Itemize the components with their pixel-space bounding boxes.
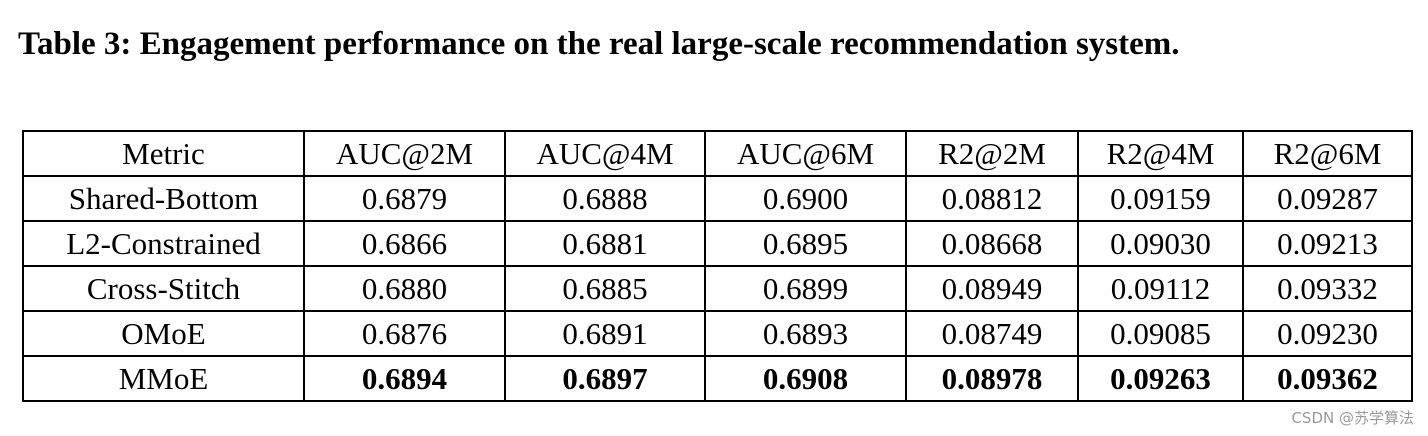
metric-cell: 0.09030 <box>1077 220 1244 267</box>
watermark: CSDN @苏学算法 <box>1291 409 1414 427</box>
header-cell: AUC@6M <box>704 130 907 177</box>
results-table: Metric AUC@2M AUC@4M AUC@6M R2@2M R2@4M R2@6M … <box>22 130 1413 402</box>
metric-cell: 0.6879 <box>303 175 506 222</box>
metric-cell: 0.6893 <box>704 310 907 357</box>
metric-cell: 0.6900 <box>704 175 907 222</box>
header-cell: AUC@2M <box>303 130 506 177</box>
metric-cell: 0.09332 <box>1242 265 1413 312</box>
metric-cell: 0.6866 <box>303 220 506 267</box>
metric-cell: 0.08812 <box>905 175 1079 222</box>
row-label: MMoE <box>22 355 305 402</box>
metric-cell: 0.09159 <box>1077 175 1244 222</box>
metric-cell: 0.08668 <box>905 220 1079 267</box>
header-row: Metric AUC@2M AUC@4M AUC@6M R2@2M R2@4M R2@6M <box>22 130 1413 177</box>
metric-cell: 0.09287 <box>1242 175 1413 222</box>
metric-cell: 0.6888 <box>504 175 706 222</box>
header-cell: R2@4M <box>1077 130 1244 177</box>
metric-cell: 0.09213 <box>1242 220 1413 267</box>
metric-cell: 0.6899 <box>704 265 907 312</box>
table-row: MMoE 0.6894 0.6897 0.6908 0.08978 0.09263 0.09… <box>22 355 1413 402</box>
metric-cell: 0.08749 <box>905 310 1079 357</box>
metric-cell: 0.6880 <box>303 265 506 312</box>
header-cell: R2@6M <box>1242 130 1413 177</box>
table-row: Shared-Bottom 0.6879 0.6888 0.6900 0.08812 0.… <box>22 175 1413 222</box>
row-label: Shared-Bottom <box>22 175 305 222</box>
metric-cell: 0.08978 <box>905 355 1079 402</box>
metric-cell: 0.6881 <box>504 220 706 267</box>
metric-cell: 0.6876 <box>303 310 506 357</box>
metric-cell: 0.09085 <box>1077 310 1244 357</box>
metric-cell: 0.08949 <box>905 265 1079 312</box>
header-cell: AUC@4M <box>504 130 706 177</box>
table-row: L2-Constrained 0.6866 0.6881 0.6895 0.08668 0… <box>22 220 1413 267</box>
metric-cell: 0.09263 <box>1077 355 1244 402</box>
row-label: Cross-Stitch <box>22 265 305 312</box>
header-cell: Metric <box>22 130 305 177</box>
metric-cell: 0.6895 <box>704 220 907 267</box>
metric-cell: 0.6891 <box>504 310 706 357</box>
row-label: OMoE <box>22 310 305 357</box>
row-label: L2-Constrained <box>22 220 305 267</box>
metric-cell: 0.09112 <box>1077 265 1244 312</box>
metric-cell: 0.6885 <box>504 265 706 312</box>
metric-cell: 0.6908 <box>704 355 907 402</box>
metric-cell: 0.6897 <box>504 355 706 402</box>
header-cell: R2@2M <box>905 130 1079 177</box>
table-body: Shared-Bottom 0.6879 0.6888 0.6900 0.08812 0.… <box>22 175 1413 402</box>
metric-cell: 0.09362 <box>1242 355 1413 402</box>
table-row: Cross-Stitch 0.6880 0.6885 0.6899 0.08949 0.0… <box>22 265 1413 312</box>
table-caption: Table 3: Engagement performance on the r… <box>18 26 1180 62</box>
table-row: OMoE 0.6876 0.6891 0.6893 0.08749 0.09085 0.09… <box>22 310 1413 357</box>
metric-cell: 0.09230 <box>1242 310 1413 357</box>
metric-cell: 0.6894 <box>303 355 506 402</box>
